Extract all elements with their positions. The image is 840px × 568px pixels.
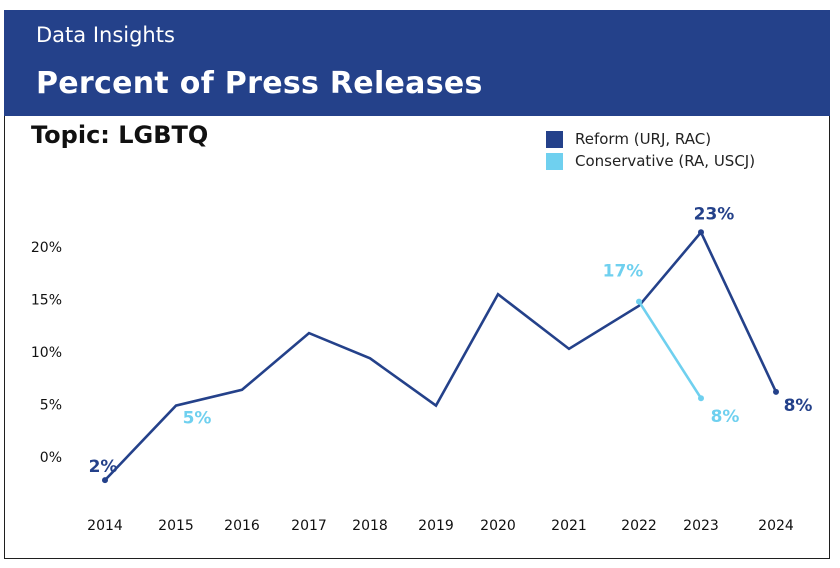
data-point [698,395,704,402]
data-label: 8% [784,396,813,416]
y-tick-label: 5% [40,398,62,414]
header-banner: Data Insights Percent of Press Releases [4,10,830,116]
x-tick-label: 2014 [87,518,123,534]
header-eyebrow: Data Insights [36,23,175,47]
data-label: 2% [89,457,118,477]
data-label: 23% [694,204,735,224]
series-line-reform [104,229,778,481]
x-tick-label: 2016 [224,518,260,534]
x-tick-label: 2024 [758,518,794,534]
data-label: 17% [603,262,644,282]
series-line-conservative [637,300,703,399]
y-tick-label: 0% [40,450,62,466]
legend-label-reform: Reform (URJ, RAC) [575,130,712,148]
data-point [698,229,704,236]
x-tick-label: 2021 [551,518,587,534]
legend-swatch-conservative [546,152,563,170]
x-tick-label: 2022 [621,518,657,534]
header-title: Percent of Press Releases [36,66,483,101]
chart-title: Topic: LGBTQ [31,121,209,149]
data-label: 8% [711,407,740,427]
x-tick-label: 2023 [683,518,719,534]
legend-item-reform: Reform (URJ, RAC) [546,128,755,150]
data-label: 5% [183,409,212,429]
x-tick-label: 2018 [352,518,388,534]
legend-item-conservative: Conservative (RA, USCJ) [546,150,755,172]
y-tick-label: 15% [31,293,62,309]
legend-swatch-reform [546,130,563,148]
legend-label-conservative: Conservative (RA, USCJ) [575,152,756,170]
x-tick-label: 2020 [480,518,516,534]
y-tick-label: 10% [31,345,62,361]
y-tick-label: 20% [31,240,62,256]
x-tick-label: 2017 [291,518,327,534]
data-point [636,298,642,305]
data-point [102,477,108,484]
data-point [773,388,779,395]
legend: Reform (URJ, RAC) Conservative (RA, USCJ… [546,128,755,172]
x-tick-label: 2015 [158,518,194,534]
x-tick-label: 2019 [418,518,454,534]
